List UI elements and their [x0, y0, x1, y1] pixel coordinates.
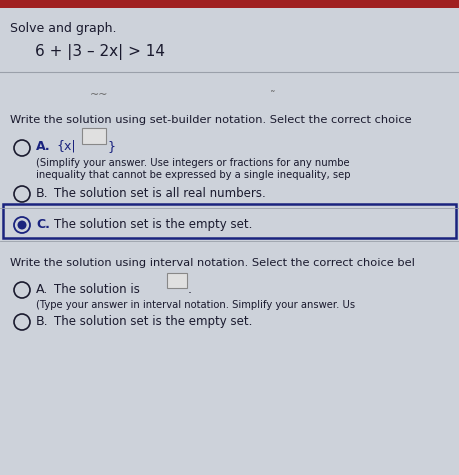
Text: The solution set is the empty set.: The solution set is the empty set. [54, 218, 252, 231]
Text: (Type your answer in interval notation. Simplify your answer. Us: (Type your answer in interval notation. … [36, 300, 354, 310]
Text: }: } [107, 140, 115, 153]
Text: inequality that cannot be expressed by a single inequality, sep: inequality that cannot be expressed by a… [36, 170, 350, 180]
Text: The solution is: The solution is [54, 283, 140, 296]
Text: {x|: {x| [56, 140, 75, 153]
Text: .: . [188, 283, 191, 296]
Text: 6 + |3 – 2x| > 14: 6 + |3 – 2x| > 14 [35, 44, 165, 60]
Text: A.: A. [36, 140, 50, 153]
Text: B.: B. [36, 315, 49, 328]
Text: A.: A. [36, 283, 48, 296]
Text: The solution set is the empty set.: The solution set is the empty set. [54, 315, 252, 328]
Circle shape [17, 220, 27, 229]
Text: The solution set is all real numbers.: The solution set is all real numbers. [54, 187, 265, 200]
Text: (Simplify your answer. Use integers or fractions for any numbe: (Simplify your answer. Use integers or f… [36, 158, 349, 168]
FancyBboxPatch shape [0, 0, 459, 8]
Text: ~~: ~~ [90, 90, 108, 100]
Text: Write the solution using interval notation. Select the correct choice bel: Write the solution using interval notati… [10, 258, 414, 268]
FancyBboxPatch shape [82, 128, 106, 144]
Text: C.: C. [36, 218, 50, 231]
FancyBboxPatch shape [167, 273, 187, 288]
Text: Write the solution using set-builder notation. Select the correct choice: Write the solution using set-builder not… [10, 115, 411, 125]
Text: B.: B. [36, 187, 49, 200]
Text: ˜: ˜ [269, 91, 275, 101]
Text: Solve and graph.: Solve and graph. [10, 22, 116, 35]
